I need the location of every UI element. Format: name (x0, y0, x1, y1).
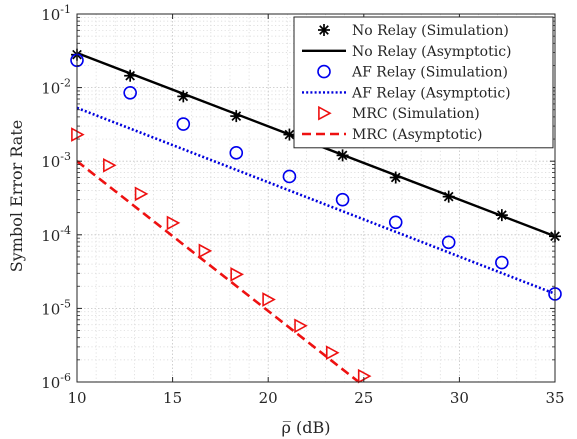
legend-label-0: No Relay (Simulation) (352, 23, 509, 39)
y-tick-label: 10-3 (41, 150, 71, 171)
legend-box (293, 16, 554, 149)
data-point-series-0 (389, 171, 402, 184)
x-tick-label: 15 (163, 389, 182, 407)
data-point-series-4 (198, 243, 213, 259)
data-point-series-2 (123, 85, 137, 100)
data-point-series-0 (495, 209, 508, 222)
data-point-series-0 (336, 149, 349, 162)
x-tick-label: 25 (354, 389, 373, 407)
data-point-series-2 (388, 215, 403, 230)
data-point-series-4 (230, 267, 244, 282)
legend-label-5: MRC (Asymptotic) (352, 127, 482, 143)
data-point-series-4 (103, 157, 117, 173)
data-point-series-0 (177, 90, 190, 103)
x-axis-label: ρ̅ (dB) (282, 418, 331, 437)
data-point-series-2 (335, 192, 350, 207)
legend-label-1: No Relay (Asymptotic) (352, 44, 512, 60)
legend-marker-0 (318, 24, 330, 36)
series-line-3 (77, 106, 555, 295)
legend-marker-4 (318, 105, 332, 121)
y-tick-label: 10-4 (41, 224, 71, 245)
legend-label-4: MRC (Simulation) (352, 106, 480, 122)
x-tick-label: 10 (67, 389, 86, 407)
data-point-series-4 (262, 292, 276, 307)
legend-marker-2 (317, 64, 331, 79)
y-tick-label: 10-2 (41, 77, 71, 98)
data-point-series-4 (294, 318, 308, 334)
data-point-series-4 (134, 186, 149, 202)
data-point-series-4 (325, 345, 340, 361)
legend-label-2: AF Relay (Simulation) (351, 65, 508, 81)
y-axis-label: Symbol Error Rate (7, 120, 26, 272)
y-tick-label: 10-5 (41, 297, 71, 318)
data-point-series-2 (229, 146, 244, 160)
data-point-series-2 (176, 117, 191, 131)
data-point-series-2 (282, 169, 297, 184)
data-point-series-0 (442, 190, 455, 203)
y-tick-label: 10-1 (41, 3, 71, 24)
axes-frame (76, 13, 556, 383)
legend-label-3: AF Relay (Asymptotic) (351, 85, 511, 101)
legend: No Relay (Simulation) No Relay (Asymptoti… (293, 16, 554, 149)
x-tick-label: 30 (450, 389, 469, 407)
data-point-series-0 (124, 69, 137, 82)
data-point-series-0 (230, 110, 243, 123)
axes: 10 15 20 25 30 35 10-6 10-5 10-4 10-3 10-2 10-1 (41, 3, 564, 407)
data-point-series-2 (441, 235, 456, 250)
data-point-series-0 (283, 128, 296, 141)
data-point-series-4 (166, 215, 181, 231)
x-tick-label: 20 (259, 389, 278, 407)
y-tick-label: 10-6 (41, 371, 71, 392)
x-tick-label: 35 (545, 389, 564, 407)
series-line-5 (77, 160, 361, 382)
data-point-series-2 (495, 255, 509, 270)
